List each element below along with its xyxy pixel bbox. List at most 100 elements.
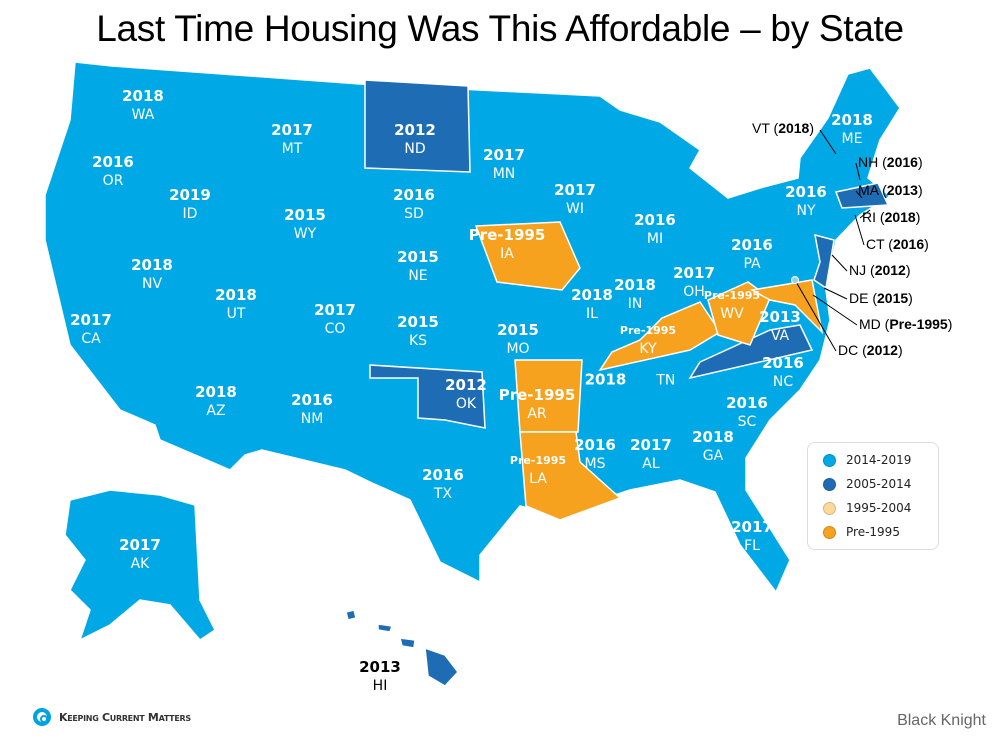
legend-item: 2014-2019 (823, 453, 911, 467)
callout-year: 2018 (884, 209, 916, 225)
state-label-ks: 2015 KS (397, 313, 439, 351)
state-label-ak: 2017 AK (119, 536, 161, 574)
state-label-ky: Pre-1995 KY (620, 321, 676, 359)
state-year: 2015 (497, 321, 539, 339)
state-nd (364, 79, 471, 173)
callout-abbr: DC (838, 342, 859, 358)
callout-abbr: NH (858, 154, 879, 170)
state-label-mi: 2016 MI (634, 211, 676, 249)
state-abbr: MO (506, 341, 530, 357)
state-abbr: SD (404, 206, 424, 222)
callout-ri: RI (2018) (862, 209, 921, 225)
state-la (519, 431, 622, 521)
state-abbr: MN (492, 166, 516, 182)
state-year: 2017 (119, 536, 161, 554)
callout-leader-line (854, 214, 865, 246)
state-abbr: IA (500, 246, 514, 262)
legend-swatch (823, 477, 836, 491)
state-year: 2017 (271, 121, 313, 139)
state-va (688, 324, 814, 380)
callout-leader-line (831, 254, 848, 272)
callout-nj: NJ (2012) (849, 262, 911, 278)
dc-marker (791, 276, 799, 284)
state-label-mn: 2017 MN (483, 146, 525, 184)
callout-ma: MA (2013) (858, 182, 923, 198)
state-label-ms: 2016 MS (574, 436, 616, 474)
state-abbr: WI (566, 201, 584, 217)
legend-label: 1995-2004 (846, 501, 912, 515)
state-year: 2017 (554, 181, 596, 199)
state-label-wy: 2015 WY (284, 206, 326, 244)
state-label-ne: 2015 NE (397, 248, 439, 286)
callout-year: 2015 (877, 290, 909, 306)
legend-item: Pre-1995 (823, 525, 900, 539)
state-label-co: 2017 CO (314, 301, 356, 339)
callout-leader-line (859, 209, 871, 219)
state-year: 2016 (393, 186, 435, 204)
state-year: 2012 (445, 376, 487, 394)
state-year: 2016 (291, 391, 333, 409)
state-abbr: OR (102, 173, 124, 189)
state-year: 2017 (314, 301, 356, 319)
state-label-me: 2018 ME (831, 111, 873, 149)
state-abbr: NC (772, 374, 794, 390)
state-year: 2013 (359, 658, 401, 676)
state-label-wi: 2017 WI (554, 181, 596, 219)
state-abbr: SC (737, 414, 757, 430)
state-abbr: IL (586, 306, 598, 322)
state-abbr: AR (527, 406, 547, 422)
state-year: 2017 (70, 311, 112, 329)
state-label-al: 2017 AL (630, 436, 672, 474)
state-label-fl: 2017 FL (731, 518, 773, 556)
state-label-il: 2018 IL (571, 286, 613, 324)
state-abbr: WV (720, 306, 744, 322)
legend-item: 1995-2004 (823, 501, 911, 515)
state-year: 2015 (397, 248, 439, 266)
state-hi-island (377, 623, 393, 633)
callout-abbr: MD (859, 316, 881, 332)
state-year: 2018 (614, 276, 656, 294)
state-year: 2016 (634, 211, 676, 229)
state-year: 2016 (785, 183, 827, 201)
state-abbr: ID (182, 206, 198, 222)
state-md (749, 279, 824, 335)
state-year: 2018 (831, 111, 873, 129)
state-abbr: WA (131, 107, 155, 123)
legend-label: 2005-2014 (846, 477, 912, 491)
callout-year: 2016 (886, 154, 918, 170)
state-abbr: LA (529, 471, 547, 487)
state-abbr: PA (743, 256, 761, 272)
state-abbr: VA (770, 328, 790, 344)
state-label-in: 2018 IN (614, 276, 656, 314)
state-year: 2019 (169, 186, 211, 204)
state-year: 2016 (762, 354, 804, 372)
callout-abbr: CT (866, 236, 885, 252)
state-label-nc: 2016 NC (762, 354, 804, 392)
state-abbr: WY (293, 226, 317, 242)
state-hi-island (424, 646, 459, 687)
state-year: 2018 (195, 383, 237, 401)
state-label-tn: 2018 TN (585, 370, 676, 391)
state-abbr: MI (646, 231, 664, 247)
state-abbr: AZ (206, 403, 226, 419)
state-hi-island (345, 609, 357, 621)
state-abbr: IN (627, 296, 643, 312)
callout-md: MD (Pre-1995) (859, 316, 953, 332)
state-hi-island (399, 637, 416, 649)
legend: 2014-2019 2005-2014 1995-2004 Pre-1995 (807, 442, 939, 550)
callout-year: 2016 (892, 236, 925, 252)
state-year: 2015 (397, 313, 439, 331)
state-label-wv: Pre-1995 WV (704, 286, 760, 324)
callout-year: Pre-1995 (889, 316, 948, 332)
callout-abbr: VT (752, 120, 770, 136)
callout-year: 2012 (866, 342, 898, 358)
state-label-ca: 2017 CA (70, 311, 112, 349)
callout-vt: VT (2018) (752, 120, 815, 136)
state-abbr: KS (408, 333, 428, 349)
state-year: 2013 (759, 308, 801, 326)
page-title: Last Time Housing Was This Affordable – … (96, 8, 904, 49)
state-year: Pre-1995 (509, 454, 567, 467)
state-abbr: TN (656, 372, 676, 389)
legend-label: Pre-1995 (846, 525, 900, 539)
